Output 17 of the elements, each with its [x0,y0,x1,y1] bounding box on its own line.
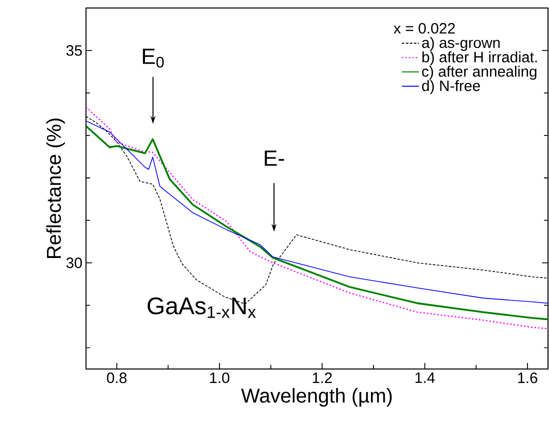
annotation: GaAs$_{1-x}$N$_{x}$ [148,297,256,318]
x-tick-label: 1.6 [518,372,538,384]
legend-label: c) after annealing [422,66,536,80]
x-tick-label: 1.2 [312,372,332,384]
x-tick-label: 0.8 [106,372,127,384]
y-tick-label: 35 [66,45,82,56]
y-axis-title: Reflectance (%) [46,118,65,258]
annotation: E$_{0}$ [142,48,164,68]
y-tick-label: 30 [66,258,82,268]
x-axis-title: Wavelength (µm) [241,388,392,407]
x-tick-label: 1.0 [210,372,230,384]
legend-label: b) after H irradiat. [422,51,537,66]
annotation: E- [264,150,284,166]
legend-title: x = 0.022 [394,23,455,34]
legend-label: d) N-free [422,80,480,94]
x-tick-label: 1.4 [416,372,435,383]
legend-label: a) as-grown [422,37,500,51]
